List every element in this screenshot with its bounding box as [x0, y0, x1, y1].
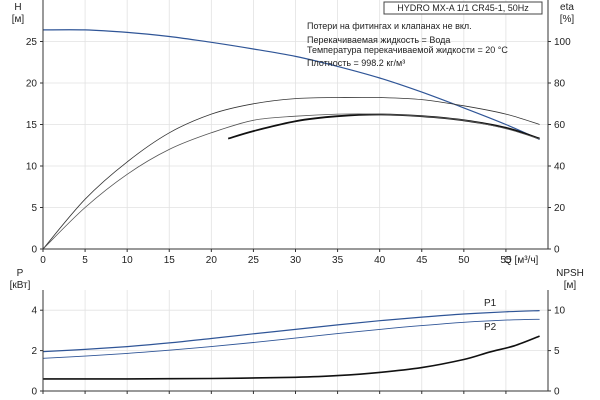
x-tick-label: 55 [500, 255, 512, 266]
chart-title-box [383, 1, 543, 15]
note-line: Температура перекачиваемой жидкости = 20… [307, 45, 508, 55]
series-line [43, 335, 540, 380]
upper-series [42, 29, 540, 250]
y-tick-label-left: 10 [26, 162, 38, 173]
y-axis-label-H: H [14, 2, 21, 13]
y-tick-label-right: 80 [554, 79, 566, 90]
y-tick-label-left: 0 [31, 245, 37, 256]
y-tick-label-left: 5 [31, 203, 37, 214]
series-line [42, 29, 540, 140]
series-line-P2 [42, 318, 540, 359]
y-tick-label-right: 0 [554, 387, 560, 398]
series-line [227, 113, 540, 140]
series-label-P2: P2 [484, 322, 497, 333]
y-tick-label-right: 100 [554, 37, 571, 48]
x-tick-label: 5 [82, 255, 88, 266]
x-tick-label: 10 [122, 255, 134, 266]
series-line [42, 113, 540, 250]
y-tick-label-right: 40 [554, 162, 566, 173]
y-tick-label-right: 20 [554, 203, 566, 214]
lower-plot: 0 2 4 0 5 10 [31, 290, 566, 398]
y-tick-label-right: 0 [554, 245, 560, 256]
y-axis-unit-NPSH: [м] [564, 280, 577, 291]
x-tick-label: 35 [332, 255, 344, 266]
y-axis-unit-H: [м] [12, 14, 25, 25]
x-tick-label: 30 [290, 255, 302, 266]
note-line: Плотность = 998.2 кг/м³ [307, 58, 405, 68]
upper-grid [42, 0, 549, 250]
lower-axes: 0 2 4 0 5 10 [31, 290, 566, 398]
y-axis-unit-P: [кВт] [10, 280, 31, 291]
y-tick-label-left: 2 [31, 346, 37, 357]
series-line [42, 96, 540, 250]
note-line: Потери на фитингах и клапанах не вкл. [307, 21, 472, 31]
y-tick-label-right: 60 [554, 120, 566, 131]
x-tick-label: 25 [248, 255, 260, 266]
y-tick-label-right: 10 [554, 306, 566, 317]
y-axis-label-eta: eta [560, 2, 574, 13]
y-tick-label-left: 4 [31, 306, 37, 317]
x-tick-label: 0 [40, 255, 46, 266]
y-axis-label-P: P [17, 268, 24, 279]
lower-grid [42, 290, 549, 392]
x-tick-label: 50 [458, 255, 470, 266]
y-axis-unit-eta: [%] [560, 14, 575, 25]
chart-title: HYDRO MX-A 1/1 CR45-1, 50Hz [397, 3, 529, 13]
x-tick-label: 20 [206, 255, 218, 266]
y-tick-label-left: 25 [26, 37, 38, 48]
x-tick-label: 40 [374, 255, 386, 266]
lower-series [42, 310, 540, 380]
note-line: Перекачиваемая жидкость = Вода [307, 35, 450, 45]
upper-plot: 0 5 10 15 20 25 0 20 40 60 80 100 0 5 10 15 20 25 30 35 40 45… [26, 0, 571, 266]
y-tick-label-left: 20 [26, 79, 38, 90]
x-tick-label: 45 [416, 255, 428, 266]
y-axis-label-NPSH: NPSH [556, 268, 584, 279]
x-tick-label: 15 [164, 255, 176, 266]
series-label-P1: P1 [484, 298, 497, 309]
series-line-P1 [42, 310, 540, 353]
y-tick-label-right: 5 [554, 346, 560, 357]
y-tick-label-left: 15 [26, 120, 38, 131]
x-axis-label: Q [м³/ч] [504, 255, 539, 266]
y-tick-label-left: 0 [31, 387, 37, 398]
upper-axes: 0 5 10 15 20 25 0 20 40 60 80 100 0 5 10 15 20 25 30 35 40 45… [26, 0, 571, 266]
